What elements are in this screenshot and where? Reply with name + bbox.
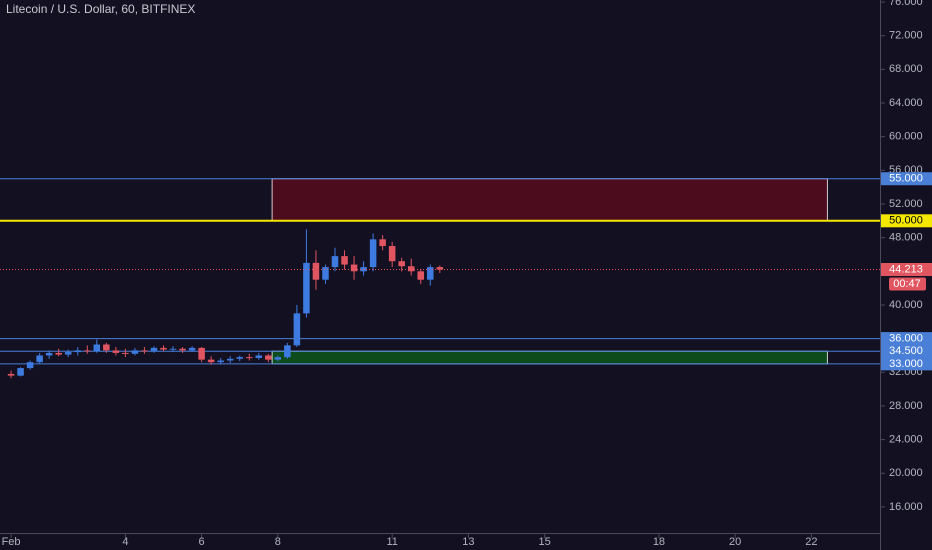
y-tick-label: 24.000 — [889, 434, 923, 446]
candle-body — [407, 266, 415, 272]
candle-body — [36, 355, 43, 363]
level-label: 36.000 — [889, 333, 923, 345]
candle-body — [45, 352, 53, 356]
x-tick-label: 6 — [199, 536, 205, 548]
candle-body — [388, 246, 396, 262]
y-tick-label: 28.000 — [889, 400, 923, 412]
candle-body — [284, 345, 291, 358]
candle-body — [398, 261, 405, 267]
y-tick-label: 48.000 — [889, 232, 923, 244]
level-label-box — [881, 357, 932, 371]
candle-body — [417, 271, 425, 280]
countdown: 00:47 — [893, 278, 921, 290]
level-label: 34.500 — [889, 345, 923, 357]
y-tick-label: 60.000 — [889, 131, 923, 143]
y-tick-label: 20.000 — [889, 467, 923, 479]
x-tick-label: 13 — [462, 536, 474, 548]
y-tick-label: 68.000 — [889, 63, 923, 75]
candle-body — [350, 264, 358, 272]
candle-body — [312, 262, 320, 280]
y-tick-label: 52.000 — [889, 198, 923, 210]
x-tick-label: 8 — [275, 536, 281, 548]
x-tick-label: 18 — [653, 536, 665, 548]
candle-body — [341, 256, 348, 265]
candle-body — [265, 355, 272, 360]
candle-body — [198, 347, 205, 360]
candle-body — [150, 347, 158, 352]
candle-body — [179, 348, 186, 351]
candle-body — [141, 350, 148, 352]
candle-body — [122, 352, 129, 354]
candle-body — [369, 239, 377, 268]
y-tick-label: 72.000 — [889, 30, 923, 42]
zone — [271, 350, 828, 365]
candle-body — [131, 350, 139, 354]
candle-body — [255, 355, 263, 358]
last-price-label-box — [881, 263, 932, 277]
candle-body — [26, 362, 34, 369]
candle-body — [93, 344, 101, 352]
candle-body — [217, 360, 224, 363]
candle-body — [64, 352, 72, 355]
candle-body — [245, 357, 253, 359]
candle-body — [226, 358, 234, 361]
y-tick-label: 76.000 — [889, 0, 923, 8]
candle-body — [293, 313, 301, 346]
candle-body — [188, 347, 196, 351]
candle-body — [169, 348, 177, 350]
candle-body — [112, 350, 120, 353]
level-label-box — [881, 332, 932, 346]
x-tick-label: Feb — [2, 536, 21, 548]
candle-body — [7, 373, 15, 376]
candle-body — [84, 350, 91, 352]
countdown-box — [889, 277, 926, 291]
x-tick-label: 15 — [538, 536, 550, 548]
y-tick-label: 40.000 — [889, 299, 923, 311]
x-tick-label: 4 — [122, 536, 128, 548]
candle-body — [436, 267, 444, 270]
y-tick-label: 16.000 — [889, 501, 923, 513]
candle-body — [427, 267, 434, 280]
candle-body — [379, 239, 386, 247]
level-label: 55.000 — [889, 173, 923, 185]
candle-body — [74, 350, 82, 353]
candle-body — [236, 357, 243, 359]
x-tick-label: 20 — [729, 536, 741, 548]
y-tick-label: 64.000 — [889, 97, 923, 109]
last-price-label: 44.213 — [889, 263, 923, 275]
candle-body — [322, 267, 329, 280]
x-tick-label: 22 — [805, 536, 817, 548]
zone — [271, 178, 828, 222]
candle-body — [17, 368, 24, 376]
candle-body — [303, 262, 310, 314]
level-label-box — [881, 214, 932, 228]
level-label: 50.000 — [889, 215, 923, 227]
chart-title: Litecoin / U.S. Dollar, 60, BITFINEX — [6, 2, 195, 16]
level-label-box — [881, 172, 932, 186]
level-label: 33.000 — [889, 358, 923, 370]
candle-body — [103, 344, 110, 351]
candle-body — [274, 357, 282, 360]
candle-body — [55, 352, 62, 355]
candle-body — [160, 347, 167, 350]
candle-body — [331, 256, 339, 268]
candle-body — [207, 359, 215, 363]
x-tick-label: 11 — [386, 536, 397, 548]
level-label-box — [881, 344, 932, 358]
